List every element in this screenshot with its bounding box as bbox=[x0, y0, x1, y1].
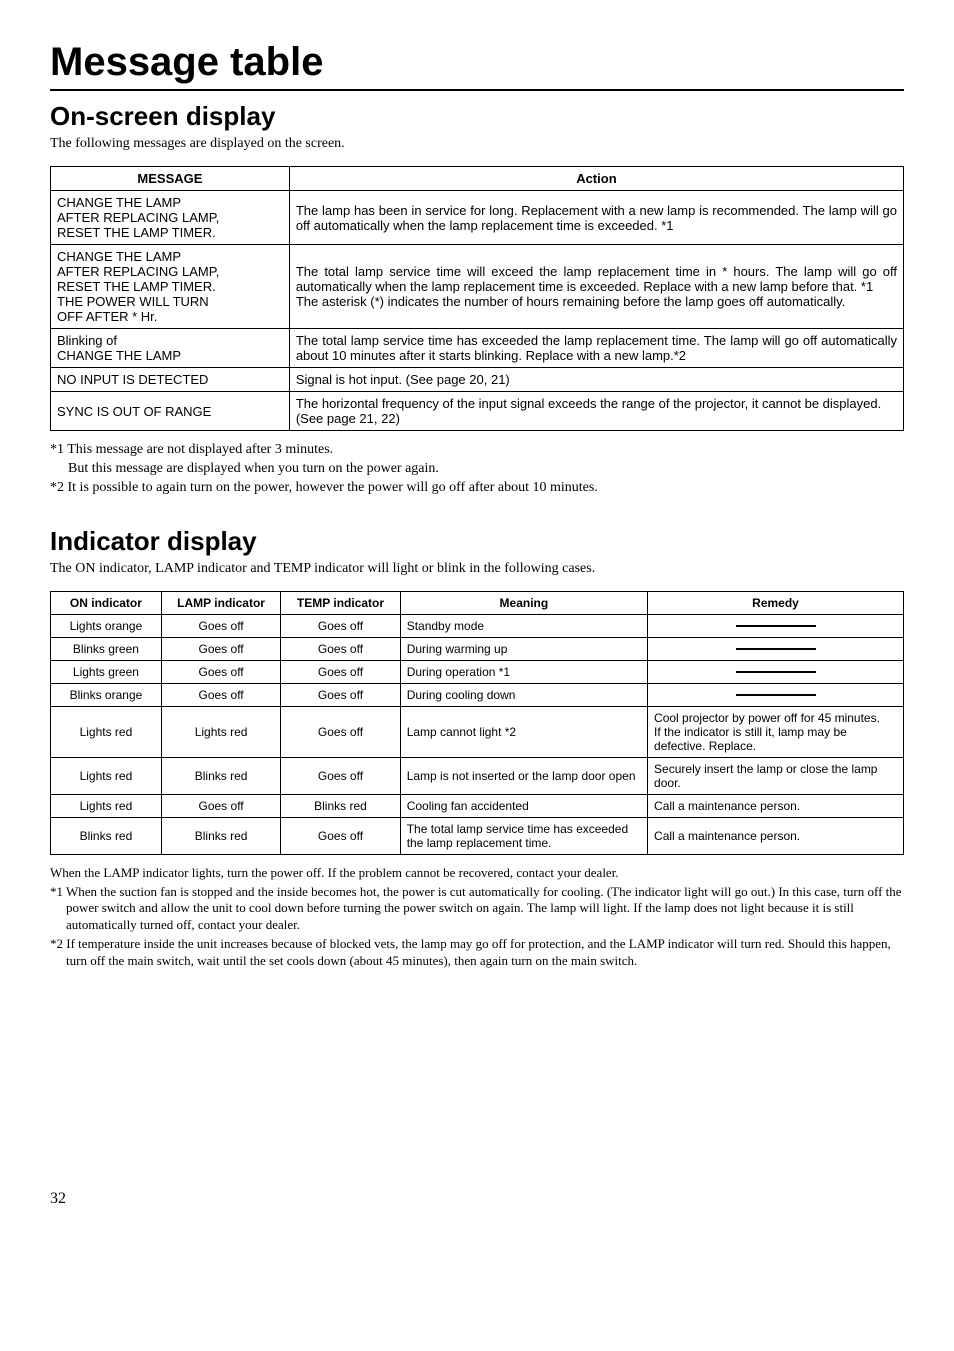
col-meaning: Meaning bbox=[400, 591, 647, 614]
action-cell: The total lamp service time will exceed … bbox=[289, 245, 903, 329]
page-number: 32 bbox=[50, 1190, 904, 1208]
table-row: Lights red Blinks red Goes off Lamp is n… bbox=[51, 757, 904, 794]
table-row: Blinks red Blinks red Goes off The total… bbox=[51, 817, 904, 854]
title-rule bbox=[50, 89, 904, 91]
cell bbox=[648, 660, 904, 683]
note-line: *1 This message are not displayed after … bbox=[50, 442, 333, 457]
col-message: MESSAGE bbox=[51, 167, 290, 191]
footnote-line: *2 If temperature inside the unit increa… bbox=[50, 936, 904, 970]
cell: During operation *1 bbox=[400, 660, 647, 683]
table-row: NO INPUT IS DETECTED Signal is hot input… bbox=[51, 368, 904, 392]
table-row: CHANGE THE LAMP AFTER REPLACING LAMP, RE… bbox=[51, 191, 904, 245]
note-line: But this message are displayed when you … bbox=[50, 460, 904, 479]
col-remedy: Remedy bbox=[648, 591, 904, 614]
section2-intro: The ON indicator, LAMP indicator and TEM… bbox=[50, 561, 904, 577]
action-cell: Signal is hot input. (See page 20, 21) bbox=[289, 368, 903, 392]
onscreen-table: MESSAGE Action CHANGE THE LAMP AFTER REP… bbox=[50, 166, 904, 431]
cell: Securely insert the lamp or close the la… bbox=[648, 757, 904, 794]
cell: Lamp is not inserted or the lamp door op… bbox=[400, 757, 647, 794]
cell: During warming up bbox=[400, 637, 647, 660]
cell: Blinks orange bbox=[51, 683, 162, 706]
message-cell: Blinking of CHANGE THE LAMP bbox=[51, 329, 290, 368]
cell: Goes off bbox=[161, 614, 280, 637]
cell: Blinks green bbox=[51, 637, 162, 660]
table-row: Lights red Goes off Blinks red Cooling f… bbox=[51, 794, 904, 817]
message-cell: CHANGE THE LAMP AFTER REPLACING LAMP, RE… bbox=[51, 245, 290, 329]
cell: Lamp cannot light *2 bbox=[400, 706, 647, 757]
dash-icon bbox=[736, 648, 816, 650]
table-header-row: MESSAGE Action bbox=[51, 167, 904, 191]
message-cell: CHANGE THE LAMP AFTER REPLACING LAMP, RE… bbox=[51, 191, 290, 245]
table-row: Blinks orange Goes off Goes off During c… bbox=[51, 683, 904, 706]
dash-icon bbox=[736, 625, 816, 627]
cell: Lights orange bbox=[51, 614, 162, 637]
cell: Goes off bbox=[281, 757, 400, 794]
cell: Goes off bbox=[161, 660, 280, 683]
cell: Goes off bbox=[281, 706, 400, 757]
section1-heading: On-screen display bbox=[50, 101, 904, 132]
section1-notes: *1 This message are not displayed after … bbox=[50, 441, 904, 498]
table-row: Blinks green Goes off Goes off During wa… bbox=[51, 637, 904, 660]
col-on: ON indicator bbox=[51, 591, 162, 614]
note-line: *2 It is possible to again turn on the p… bbox=[50, 480, 598, 495]
table-row: SYNC IS OUT OF RANGE The horizontal freq… bbox=[51, 392, 904, 431]
dash-icon bbox=[736, 671, 816, 673]
footnote-line: When the LAMP indicator lights, turn the… bbox=[50, 865, 904, 882]
cell: Goes off bbox=[161, 794, 280, 817]
table-row: Lights red Lights red Goes off Lamp cann… bbox=[51, 706, 904, 757]
table-row: Lights green Goes off Goes off During op… bbox=[51, 660, 904, 683]
cell: Cooling fan accidented bbox=[400, 794, 647, 817]
col-lamp: LAMP indicator bbox=[161, 591, 280, 614]
cell: During cooling down bbox=[400, 683, 647, 706]
cell: Lights red bbox=[161, 706, 280, 757]
cell: Call a maintenance person. bbox=[648, 817, 904, 854]
cell bbox=[648, 683, 904, 706]
action-cell: The lamp has been in service for long. R… bbox=[289, 191, 903, 245]
cell bbox=[648, 637, 904, 660]
section1-intro: The following messages are displayed on … bbox=[50, 136, 904, 152]
cell: The total lamp service time has exceeded… bbox=[400, 817, 647, 854]
section2-heading: Indicator display bbox=[50, 526, 904, 557]
cell: Goes off bbox=[161, 637, 280, 660]
page-title: Message table bbox=[50, 40, 904, 85]
cell: Standby mode bbox=[400, 614, 647, 637]
cell: Blinks red bbox=[281, 794, 400, 817]
action-cell: The horizontal frequency of the input si… bbox=[289, 392, 903, 431]
message-cell: SYNC IS OUT OF RANGE bbox=[51, 392, 290, 431]
cell: Lights red bbox=[51, 757, 162, 794]
action-cell: The total lamp service time has exceeded… bbox=[289, 329, 903, 368]
cell: Goes off bbox=[281, 637, 400, 660]
cell: Lights red bbox=[51, 794, 162, 817]
cell: Blinks red bbox=[161, 757, 280, 794]
cell: Blinks red bbox=[161, 817, 280, 854]
table-header-row: ON indicator LAMP indicator TEMP indicat… bbox=[51, 591, 904, 614]
footnote-line: *1 When the suction fan is stopped and t… bbox=[50, 884, 904, 935]
indicator-table: ON indicator LAMP indicator TEMP indicat… bbox=[50, 591, 904, 855]
table-row: Lights orange Goes off Goes off Standby … bbox=[51, 614, 904, 637]
cell: Goes off bbox=[281, 683, 400, 706]
cell: Lights green bbox=[51, 660, 162, 683]
section2-footnotes: When the LAMP indicator lights, turn the… bbox=[50, 865, 904, 970]
cell: Cool projector by power off for 45 minut… bbox=[648, 706, 904, 757]
col-action: Action bbox=[289, 167, 903, 191]
cell: Goes off bbox=[281, 817, 400, 854]
col-temp: TEMP indicator bbox=[281, 591, 400, 614]
cell: Lights red bbox=[51, 706, 162, 757]
table-row: CHANGE THE LAMP AFTER REPLACING LAMP, RE… bbox=[51, 245, 904, 329]
message-cell: NO INPUT IS DETECTED bbox=[51, 368, 290, 392]
dash-icon bbox=[736, 694, 816, 696]
table-row: Blinking of CHANGE THE LAMP The total la… bbox=[51, 329, 904, 368]
cell: Blinks red bbox=[51, 817, 162, 854]
cell: Call a maintenance person. bbox=[648, 794, 904, 817]
cell bbox=[648, 614, 904, 637]
cell: Goes off bbox=[281, 614, 400, 637]
cell: Goes off bbox=[281, 660, 400, 683]
cell: Goes off bbox=[161, 683, 280, 706]
